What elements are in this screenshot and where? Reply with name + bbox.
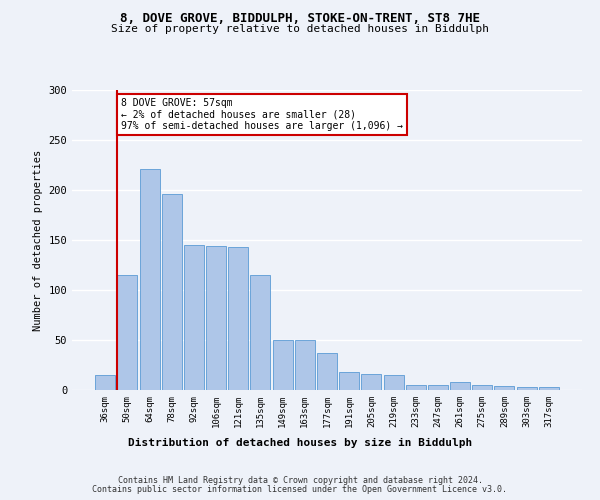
Bar [295, 340, 315, 390]
Text: Size of property relative to detached houses in Biddulph: Size of property relative to detached ho… [111, 24, 489, 34]
Bar [361, 374, 382, 390]
Y-axis label: Number of detached properties: Number of detached properties [33, 150, 43, 330]
Bar [539, 387, 559, 390]
Bar [383, 375, 404, 390]
Bar [517, 387, 536, 390]
Bar [118, 275, 137, 390]
Text: 8, DOVE GROVE, BIDDULPH, STOKE-ON-TRENT, ST8 7HE: 8, DOVE GROVE, BIDDULPH, STOKE-ON-TRENT,… [120, 12, 480, 26]
Bar [272, 340, 293, 390]
Text: Distribution of detached houses by size in Biddulph: Distribution of detached houses by size … [128, 438, 472, 448]
Bar [206, 246, 226, 390]
Text: 8 DOVE GROVE: 57sqm
← 2% of detached houses are smaller (28)
97% of semi-detache: 8 DOVE GROVE: 57sqm ← 2% of detached hou… [121, 98, 403, 131]
Bar [317, 353, 337, 390]
Text: Contains HM Land Registry data © Crown copyright and database right 2024.: Contains HM Land Registry data © Crown c… [118, 476, 482, 485]
Bar [95, 375, 115, 390]
Bar [339, 372, 359, 390]
Bar [140, 169, 160, 390]
Bar [428, 385, 448, 390]
Bar [184, 245, 204, 390]
Bar [250, 275, 271, 390]
Bar [472, 385, 492, 390]
Bar [494, 386, 514, 390]
Bar [406, 385, 426, 390]
Bar [162, 194, 182, 390]
Bar [228, 247, 248, 390]
Bar [450, 382, 470, 390]
Text: Contains public sector information licensed under the Open Government Licence v3: Contains public sector information licen… [92, 485, 508, 494]
